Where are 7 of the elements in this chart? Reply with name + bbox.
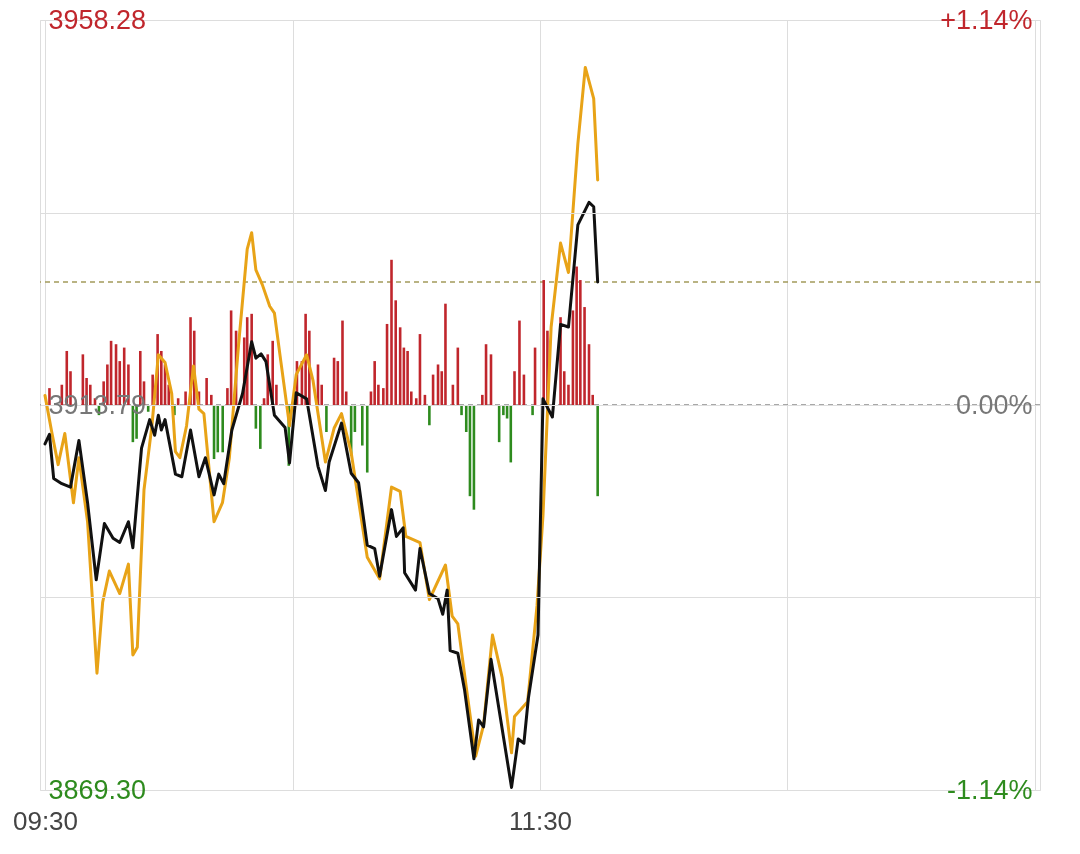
y2-tick-label: -1.14% bbox=[946, 774, 1033, 805]
x-tick-label: 09:30 bbox=[12, 805, 79, 836]
y2-tick-label: 0.00% bbox=[955, 389, 1033, 420]
y-tick-label: 3869.30 bbox=[48, 774, 147, 805]
x-tick-label: 11:30 bbox=[508, 805, 573, 836]
y2-tick-label: +1.14% bbox=[940, 4, 1033, 35]
y-tick-label: 3958.28 bbox=[48, 4, 147, 35]
